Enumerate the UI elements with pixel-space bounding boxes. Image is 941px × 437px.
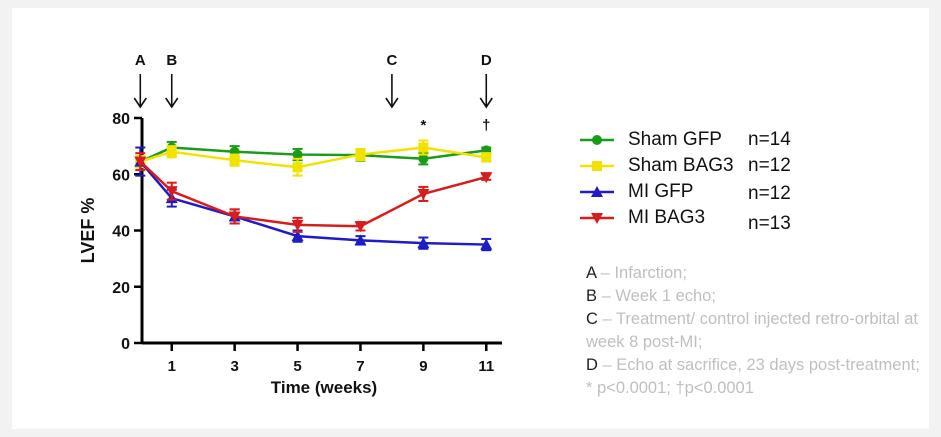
legend-label-mi-gfp: MI GFP [628, 181, 694, 202]
y-tick-label-60: 60 [112, 167, 130, 184]
significance-mark-0: * [420, 117, 426, 134]
legend-swatch-mi-gfp [580, 186, 614, 197]
point-sham-bag3-1 [166, 146, 177, 157]
legend-swatch-marker-sham-bag3 [592, 161, 602, 171]
point-sham-gfp-5 [418, 153, 429, 164]
event-arrow-head-B [165, 97, 179, 109]
point-sham-gfp-3 [292, 149, 303, 160]
event-arrow-head-D [479, 97, 493, 109]
legend-n-sham-bag3: n=12 [748, 155, 791, 176]
legend-label-sham-bag3: Sham BAG3 [628, 155, 734, 176]
y-tick-label-80: 80 [112, 111, 130, 128]
legend-swatch-mi-bag3 [580, 213, 614, 224]
note-a: A – Infarction; [586, 262, 926, 285]
point-mi-gfp-5 [417, 237, 430, 249]
point-sham-bag3-6 [481, 152, 492, 163]
point-mi-bag3-4 [354, 221, 367, 233]
x-tick-label-11: 11 [478, 358, 494, 375]
series-line-mi-bag3 [139, 160, 487, 228]
point-mi-bag3-0 [134, 156, 147, 168]
series-line-mi-gfp [139, 160, 487, 246]
significance-mark-1: † [482, 117, 490, 134]
legend-swatch-sham-gfp [580, 135, 614, 145]
point-sham-bag3-3 [292, 162, 303, 173]
event-label-B: B [166, 52, 177, 69]
x-tick-label-1: 1 [168, 358, 176, 375]
y-axis-title: LVEF % [78, 198, 98, 264]
legend-swatch-marker-mi-gfp [591, 186, 603, 197]
note-key-a: A [586, 264, 597, 282]
legend-n-mi-gfp: n=12 [748, 183, 791, 204]
event-arrow-head-A [133, 97, 147, 109]
point-mi-gfp-3 [291, 230, 304, 242]
point-sham-bag3-2 [229, 155, 240, 166]
point-mi-bag3-5 [417, 188, 430, 200]
point-mi-bag3-3 [291, 219, 304, 231]
x-tick-label-5: 5 [293, 358, 301, 375]
legend-item-sham-gfp: Sham GFP n=14 [578, 128, 838, 154]
point-mi-bag3-2 [228, 211, 241, 223]
legend-swatch-marker-mi-bag3 [591, 213, 603, 224]
figure-panel: 0 20 40 60 80 1 3 5 7 9 11 Time (weeks) LVEF % A B C D * †… [12, 8, 929, 429]
point-mi-bag3-1 [165, 186, 178, 198]
event-arrow-head-C [385, 97, 399, 109]
legend-label-sham-gfp: Sham GFP [628, 129, 722, 150]
point-mi-bag3-6 [480, 172, 493, 184]
legend-item-mi-gfp: MI GFP n=12 [578, 180, 838, 206]
point-sham-bag3-5 [418, 142, 429, 153]
x-axis-title: Time (weeks) [271, 378, 377, 397]
y-tick-label-40: 40 [112, 224, 130, 241]
legend-swatch-marker-sham-gfp [592, 135, 602, 145]
legend-n-sham-gfp: n=14 [748, 129, 791, 150]
note-text-d: – Echo at sacrifice, 23 days post-treatm… [586, 356, 920, 397]
x-tick-label-3: 3 [230, 358, 238, 375]
series-mi-bag3 [134, 152, 493, 233]
x-tick-label-7: 7 [356, 358, 364, 375]
event-label-A: A [135, 52, 146, 69]
event-label-C: C [386, 52, 397, 69]
note-b: B – Week 1 echo; [586, 285, 926, 308]
note-key-c: C [586, 310, 598, 328]
note-d: D – Echo at sacrifice, 23 days post-trea… [586, 354, 926, 400]
y-tick-label-20: 20 [112, 280, 130, 297]
note-key-b: B [586, 287, 598, 305]
lvef-line-chart: 0 20 40 60 80 1 3 5 7 9 11 Time (weeks) LVEF % A B C D * † [78, 52, 502, 397]
annotation-notes: A – Infarction; B – Week 1 echo; C – Treat… [586, 262, 926, 400]
note-text-b: – Week 1 echo; [597, 287, 716, 305]
note-text-a: – Infarction; [596, 264, 687, 282]
y-tick-label-0: 0 [121, 336, 130, 353]
x-tick-label-9: 9 [419, 358, 427, 375]
legend-item-sham-bag3: Sham BAG3 n=12 [578, 154, 838, 180]
legend-swatch-sham-bag3 [580, 161, 614, 171]
legend-label-mi-bag3: MI BAG3 [628, 207, 706, 228]
event-label-D: D [481, 52, 492, 69]
legend-n-mi-bag3: n=13 [748, 213, 791, 234]
point-mi-gfp-6 [480, 238, 493, 250]
legend-item-mi-bag3: MI BAG3 n=13 [578, 206, 838, 234]
note-key-d: D [586, 356, 598, 374]
note-c: C – Treatment/ control injected retro-or… [586, 308, 926, 354]
note-text-c: – Treatment/ control injected retro-orbi… [586, 310, 918, 351]
point-sham-bag3-4 [355, 149, 366, 160]
point-mi-gfp-4 [354, 234, 367, 246]
